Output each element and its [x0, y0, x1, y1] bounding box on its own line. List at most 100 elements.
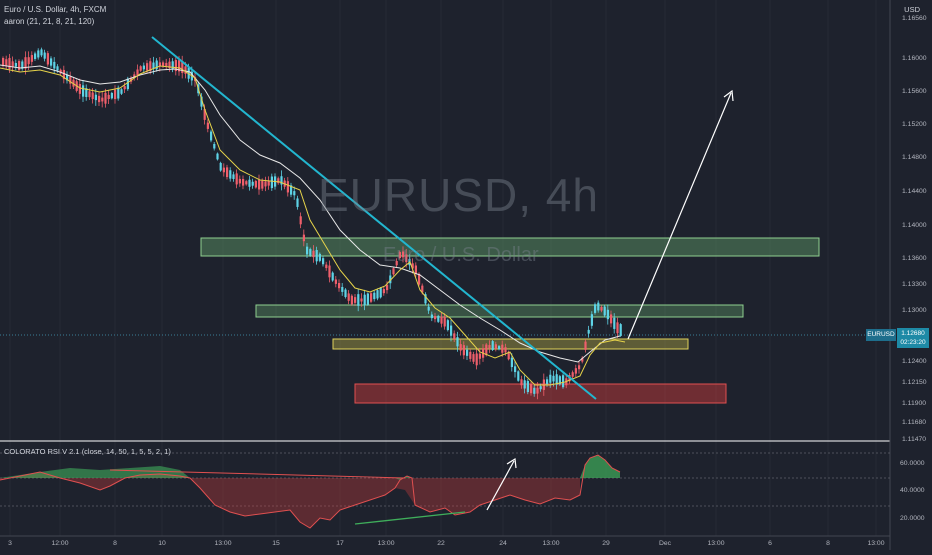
projection-arrowhead [723, 89, 734, 102]
candle-body [101, 97, 104, 102]
candle-body [322, 258, 325, 265]
candle-body [178, 60, 181, 72]
candle-body [334, 279, 337, 284]
candle-body [616, 322, 619, 334]
price-tick-label: 1.16000 [902, 55, 927, 62]
price-axis[interactable]: 1.16560 1.16000 1.15600 1.15200 1.14800 1.144… [900, 15, 927, 522]
candle-body [427, 306, 430, 311]
candle-body [590, 314, 593, 326]
candle-body [264, 181, 267, 187]
time-tick-label: 13:00 [542, 540, 559, 547]
candle-body [222, 167, 225, 173]
candle-body [2, 57, 5, 67]
candle-body [206, 122, 209, 129]
candle-body [306, 246, 309, 255]
candle-body [293, 191, 296, 196]
rsi-fill-green-peak [580, 455, 620, 478]
candle-body [475, 353, 478, 366]
candle-body [405, 254, 408, 263]
projection-arrow [627, 92, 732, 340]
rsi-params: (close, 14, 50, 1, 5, 5, 2, 1) [81, 447, 171, 456]
candle-body [11, 61, 14, 67]
resistance-zone-middle [255, 304, 744, 318]
candle-body [62, 69, 65, 80]
candle-body [82, 85, 85, 97]
candle-body [398, 252, 401, 259]
candle-body [421, 285, 424, 293]
price-tick-label: 1.14800 [902, 154, 927, 161]
candle-body [414, 265, 417, 275]
candle-body [46, 53, 49, 65]
candle-body [382, 289, 385, 294]
candle-body [277, 178, 280, 184]
candle-body [389, 275, 392, 284]
candle-body [30, 55, 33, 62]
candle-body [248, 179, 251, 187]
candle-body [494, 344, 497, 349]
candle-body [536, 387, 539, 394]
downtrend-line [151, 36, 597, 400]
time-tick-label: 29 [602, 540, 610, 547]
candle-body [245, 181, 248, 185]
candle-body [610, 314, 613, 324]
time-tick-label: 13:00 [707, 540, 724, 547]
candle-body [69, 76, 72, 84]
time-tick-label: 15 [272, 540, 280, 547]
candle-body [523, 380, 526, 389]
candle-body [280, 176, 283, 185]
candle-body [235, 173, 238, 185]
time-tick-label: 22 [437, 540, 445, 547]
candle-body [504, 347, 507, 353]
candle-body [485, 344, 488, 356]
symbol-header[interactable]: Euro / U.S. Dollar, 4h, FXCM [4, 5, 107, 14]
price-tick-label: 1.13000 [902, 307, 927, 314]
candle-body [216, 153, 219, 160]
candle-body [456, 337, 459, 347]
candle-body [210, 131, 213, 141]
candle-body [120, 89, 123, 94]
candle-body [133, 74, 136, 78]
candle-body [562, 375, 565, 388]
watermark-symbol: EURUSD, 4h [318, 169, 599, 221]
candle-body [88, 91, 91, 98]
candle-body [66, 74, 69, 81]
candle-body [43, 52, 46, 59]
candle-body [37, 50, 40, 58]
rsi-bear-divergence [109, 469, 406, 479]
candle-body [232, 174, 235, 179]
candle-body [514, 366, 517, 373]
price-tick-label: 1.15600 [902, 88, 927, 95]
price-tick-label: 1.12150 [902, 379, 927, 386]
rsi-header[interactable]: COLORATO RSI V 2.1 (close, 14, 50, 1, 5,… [4, 447, 171, 456]
candle-body [360, 298, 363, 302]
candle-body [174, 59, 177, 72]
candle-body [379, 288, 382, 298]
candle-body [533, 387, 536, 394]
current-price-value: 1.12680 [901, 330, 925, 337]
candle-body [539, 386, 542, 390]
candle-body [498, 346, 501, 350]
candle-body [430, 314, 433, 319]
candle-body [261, 180, 264, 189]
candle-body [392, 268, 395, 275]
price-tick-label: 1.16560 [902, 15, 927, 22]
time-axis[interactable]: 3 12:00 8 10 13:00 15 17 13:00 22 24 13:00 29 Dec 13:… [8, 540, 885, 547]
candle-body [123, 86, 126, 90]
candle-body [574, 368, 577, 374]
indicator-header[interactable]: aaron (21, 21, 8, 21, 120) [4, 17, 95, 26]
candle-body [411, 263, 414, 269]
candle-body [158, 62, 161, 67]
candle-body [344, 289, 347, 297]
rsi-fill-green [0, 466, 190, 478]
candle-body [165, 62, 168, 67]
candle-body [59, 69, 62, 74]
candle-body [318, 253, 321, 261]
candle-body [549, 374, 552, 383]
candle-body [600, 306, 603, 311]
candle-body [286, 181, 289, 193]
candle-body [571, 372, 574, 377]
candle-body [347, 293, 350, 301]
candle-body [373, 292, 376, 300]
